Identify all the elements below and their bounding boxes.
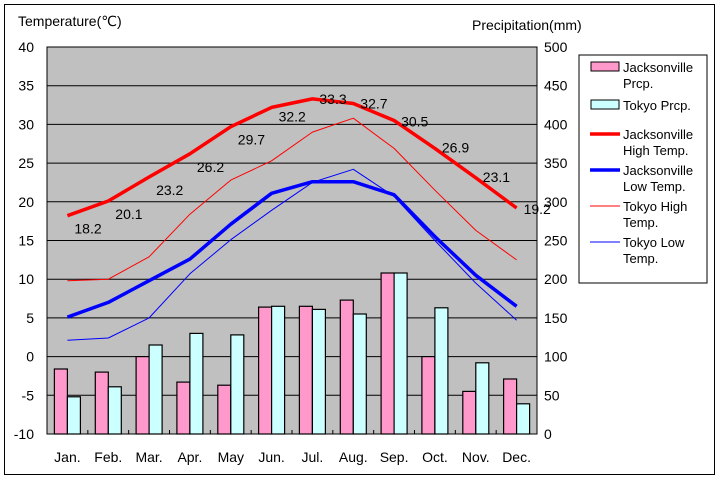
- y-left-tick-label: 20: [18, 194, 34, 210]
- bar-jacksonville-prcp: [339, 299, 354, 435]
- x-axis-labels: Jan. Feb. Mar. Apr. May Jun. Jul. Aug. Sep. Oct. N…: [54, 449, 531, 465]
- bar-jacksonville-prcp: [421, 356, 436, 435]
- y-right-tick-label: 400: [544, 116, 568, 132]
- y-left-tick-label: 35: [18, 78, 34, 94]
- bar-tokyo-prcp: [148, 344, 163, 435]
- data-label: 23.2: [156, 182, 183, 198]
- right-axis-title: Precipitation(mm): [472, 17, 582, 33]
- x-axis-label: Jul.: [302, 449, 324, 465]
- y-left-tick-label: 40: [18, 39, 34, 55]
- y-left-tick-label: 25: [18, 155, 34, 171]
- legend-label: Jacksonville: [623, 163, 693, 178]
- data-label: 20.1: [115, 206, 142, 222]
- bar-tokyo-prcp: [230, 334, 245, 435]
- x-axis-label: May: [218, 449, 244, 465]
- y-right-tick-label: 350: [544, 155, 568, 171]
- y-left-tick-label: 15: [18, 233, 34, 249]
- x-axis-label: Jan.: [54, 449, 80, 465]
- bar-tokyo-prcp: [271, 305, 286, 435]
- data-label: 32.2: [279, 108, 306, 124]
- x-axis-label: Aug.: [339, 449, 368, 465]
- bar-jacksonville-prcp: [462, 390, 477, 435]
- y-left-tick-label: 10: [18, 271, 34, 287]
- left-axis-ticks: 40 35 30 25 20 15 10 5 0 -5 -10: [14, 39, 34, 442]
- plot-border: [46, 46, 538, 435]
- line-tokyo-high-temp: [67, 117, 517, 282]
- y-right-tick-label: 150: [544, 310, 568, 326]
- x-axis-label: Jun.: [258, 449, 284, 465]
- legend-label: Temp.: [623, 251, 658, 266]
- y-left-tick-label: 30: [18, 116, 34, 132]
- data-label: 32.7: [360, 96, 387, 112]
- x-axis-label: Nov.: [462, 449, 490, 465]
- bar-jacksonville-prcp: [94, 371, 109, 435]
- y-right-tick-label: 300: [544, 194, 568, 210]
- x-ticks: [87, 430, 497, 434]
- temperature-lines: [66, 97, 518, 341]
- x-axis-label: Feb.: [94, 449, 122, 465]
- bar-tokyo-prcp: [434, 307, 449, 435]
- bar-tokyo-prcp: [311, 308, 326, 435]
- data-label: 26.9: [442, 139, 469, 155]
- legend-label: Tokyo Prcp.: [623, 98, 691, 113]
- x-axis-label: Oct.: [422, 449, 448, 465]
- x-axis-label: Sep.: [380, 449, 409, 465]
- bar-jacksonville-prcp: [176, 381, 191, 435]
- bar-jacksonville-prcp: [135, 356, 150, 435]
- y-left-tick-label: -5: [22, 387, 35, 403]
- data-label: 33.3: [319, 91, 346, 107]
- bar-tokyo-prcp: [352, 313, 367, 435]
- bar-jacksonville-prcp: [503, 378, 518, 435]
- y-right-tick-label: 500: [544, 39, 568, 55]
- line-jacksonville-low-temp: [66, 179, 518, 319]
- x-axis-label: Dec.: [502, 449, 531, 465]
- data-labels: 18.2 20.1 23.2 26.2 29.7 32.2 33.3 32.7 30.5 26.9…: [74, 91, 551, 237]
- x-axis-label: Mar.: [135, 449, 162, 465]
- bar-jacksonville-prcp: [380, 272, 395, 435]
- bar-jacksonville-prcp: [217, 384, 232, 435]
- y-right-tick-label: 200: [544, 271, 568, 287]
- legend-swatch-tokyo-prcp: [590, 99, 620, 110]
- y-right-tick-label: 450: [544, 78, 568, 94]
- legend-label: Jacksonville: [623, 127, 693, 142]
- y-left-tick-label: -10: [14, 426, 34, 442]
- data-label: 30.5: [401, 114, 428, 130]
- bar-tokyo-prcp: [515, 403, 531, 435]
- legend-label: Low Temp.: [623, 179, 686, 194]
- line-jacksonville-high-temp: [66, 97, 518, 218]
- data-label: 18.2: [74, 221, 101, 237]
- y-right-tick-label: 250: [544, 233, 568, 249]
- bar-tokyo-prcp: [475, 362, 490, 435]
- y-right-tick-label: 50: [544, 387, 560, 403]
- data-label: 23.1: [483, 169, 510, 185]
- bar-tokyo-prcp: [393, 272, 408, 435]
- legend-label: Jacksonville: [623, 60, 693, 75]
- x-axis-label: Apr.: [177, 449, 202, 465]
- data-label: 29.7: [238, 132, 265, 148]
- bar-jacksonville-prcp: [258, 306, 273, 435]
- legend-label: Prcp.: [623, 76, 653, 91]
- bar-tokyo-prcp: [107, 386, 122, 435]
- y-right-tick-label: 100: [544, 349, 568, 365]
- precipitation-bars: [53, 272, 531, 435]
- y-left-tick-label: 5: [26, 310, 34, 326]
- legend-swatch-jacksonville-prcp: [590, 61, 620, 72]
- legend-label: Temp.: [623, 215, 658, 230]
- bar-jacksonville-prcp: [53, 368, 69, 435]
- line-tokyo-low-temp: [67, 168, 517, 341]
- legend-label: Tokyo Low: [623, 235, 685, 250]
- bar-tokyo-prcp: [66, 396, 82, 435]
- legend-label: Tokyo High: [623, 199, 687, 214]
- y-left-tick-label: 0: [26, 349, 34, 365]
- legend-label: High Temp.: [623, 143, 689, 158]
- data-label: 26.2: [197, 159, 224, 175]
- bar-jacksonville-prcp: [298, 305, 313, 435]
- left-axis-title: Temperature(℃): [18, 13, 122, 29]
- y-right-tick-label: 0: [544, 426, 552, 442]
- bar-tokyo-prcp: [189, 332, 204, 435]
